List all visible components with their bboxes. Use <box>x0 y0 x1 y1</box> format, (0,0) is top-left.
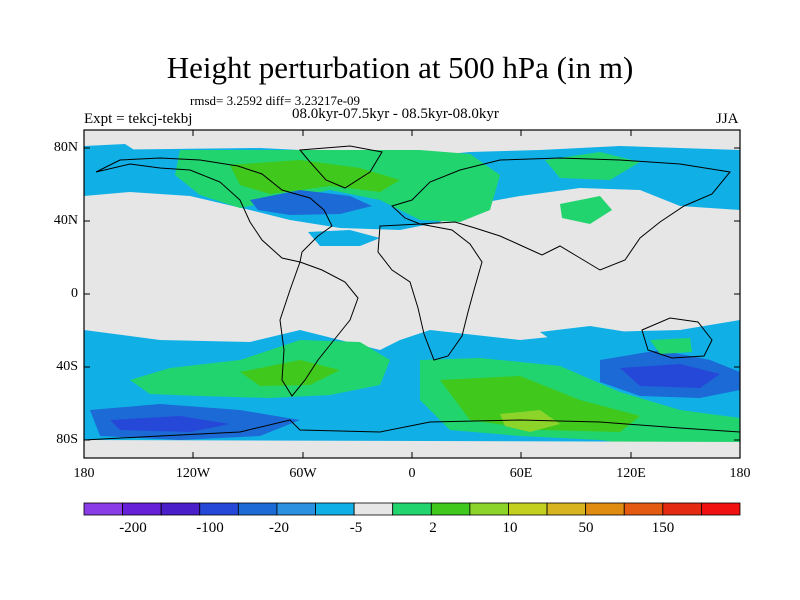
colorbar-label: 50 <box>578 520 594 536</box>
plot-title: Height perturbation at 500 hPa (in m) <box>166 50 634 85</box>
colorbar-swatch <box>430 502 471 516</box>
contour-region <box>84 144 150 170</box>
coastline-eurasia <box>391 157 731 271</box>
contour-region <box>240 360 340 386</box>
coastlines <box>84 145 740 441</box>
y-tick-label: 80S <box>56 432 78 447</box>
colorbar-swatch <box>122 502 162 516</box>
contour-region <box>650 338 692 354</box>
colorbar-swatch <box>662 502 702 516</box>
contour-region <box>440 376 640 432</box>
x-tick-label: 120W <box>175 466 211 481</box>
colorbar-swatch <box>199 502 239 516</box>
colorbar-swatch <box>83 502 123 516</box>
colorbar-swatch <box>585 502 625 516</box>
coastline-australia <box>641 317 713 359</box>
contour-region <box>308 230 380 246</box>
x-tick-label: 60E <box>509 466 533 481</box>
colorbar-swatch <box>546 502 587 516</box>
contour-region <box>500 410 560 432</box>
contour-field <box>84 144 740 458</box>
coastline-africa <box>377 223 483 361</box>
coastline-greenland <box>298 145 383 189</box>
period-label: 08.0kyr-07.5kyr - 08.5kyr-08.0kyr <box>292 106 499 122</box>
x-tick-label: 120E <box>616 466 646 481</box>
x-tick-label: 0 <box>408 466 416 481</box>
colorbar <box>83 502 741 516</box>
colorbar-swatch <box>508 502 548 516</box>
contour-region <box>560 196 612 224</box>
y-tick-label: 80N <box>53 140 78 155</box>
colorbar-swatch <box>623 502 664 516</box>
colorbar-label: -200 <box>119 520 147 536</box>
colorbar-label: 150 <box>651 520 675 536</box>
contour-region <box>110 416 230 432</box>
colorbar-swatch <box>237 502 278 516</box>
y-tick-label: 40N <box>53 213 78 228</box>
contour-region <box>482 340 510 356</box>
colorbar-swatch <box>701 502 741 516</box>
coastline-antarctica <box>84 419 740 441</box>
colorbar-swatch <box>315 502 355 516</box>
contour-region <box>230 160 400 194</box>
colorbar-swatch <box>469 502 509 516</box>
colorbar-label: 10 <box>502 520 518 536</box>
colorbar-swatch <box>392 502 432 516</box>
contour-region <box>620 364 720 388</box>
y-tick-label: 40S <box>56 359 78 374</box>
colorbar-swatch <box>353 502 394 516</box>
coastline-south-america <box>279 261 359 397</box>
x-tick-label: 60W <box>289 466 317 481</box>
axis-ticks <box>84 130 740 458</box>
stats-text: rmsd= 3.2592 diff= 3.23217e-09 <box>190 93 361 108</box>
season-label: JJA <box>716 111 739 127</box>
contour-region <box>250 190 372 215</box>
colorbar-label: -100 <box>196 520 224 536</box>
x-tick-label: 180 <box>73 466 95 481</box>
contour-region <box>540 326 640 346</box>
coastline-north-america <box>95 157 333 263</box>
contour-region <box>545 152 640 180</box>
x-tick-label: 180 <box>729 466 751 481</box>
colorbar-swatch <box>160 502 201 516</box>
colorbar-label: 2 <box>429 520 437 536</box>
y-tick-label: 0 <box>71 286 78 301</box>
colorbar-label: -20 <box>269 520 289 536</box>
experiment-label: Expt = tekcj-tekbj <box>84 111 193 127</box>
colorbar-swatch <box>276 502 316 516</box>
colorbar-label: -5 <box>349 520 363 536</box>
contour-region <box>84 440 740 458</box>
map-plot <box>83 129 741 459</box>
